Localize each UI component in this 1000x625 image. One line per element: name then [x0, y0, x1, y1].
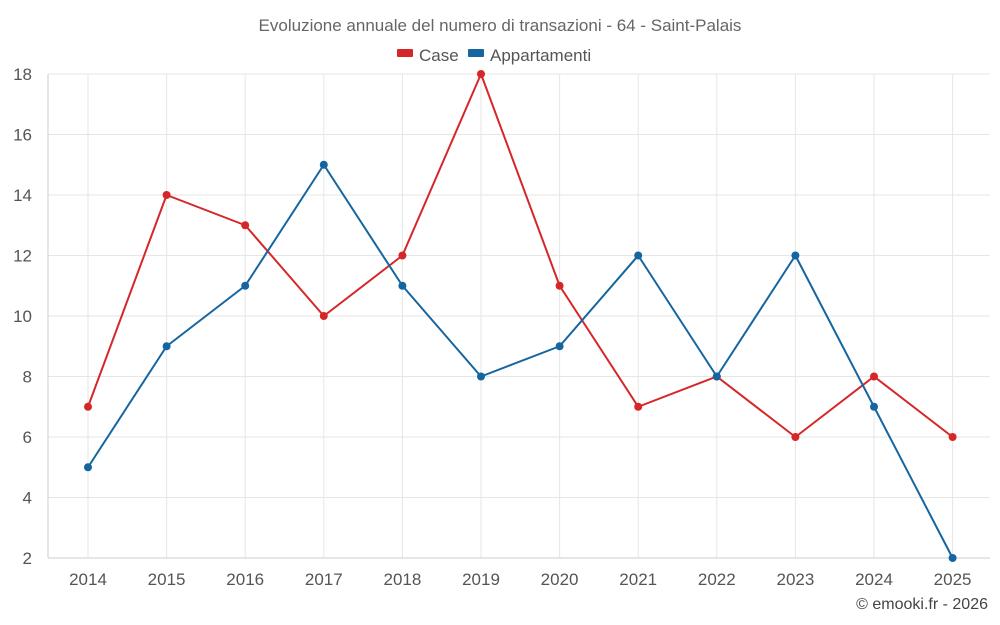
x-tick-label: 2020 [541, 570, 579, 589]
data-point-case[interactable] [319, 312, 328, 320]
y-tick-label: 2 [23, 549, 32, 568]
x-tick-label: 2024 [855, 570, 893, 589]
y-tick-label: 14 [13, 186, 32, 205]
x-tick-label: 2023 [776, 570, 814, 589]
data-point-case[interactable] [162, 191, 171, 199]
data-point-appartamenti[interactable] [84, 463, 92, 472]
data-point-case[interactable] [398, 251, 407, 260]
x-tick-label: 2025 [934, 570, 972, 589]
data-point-case[interactable] [870, 372, 878, 381]
data-point-appartamenti[interactable] [634, 251, 643, 260]
data-point-appartamenti[interactable] [477, 372, 485, 381]
x-tick-label: 2015 [148, 570, 186, 589]
legend-label-appartamenti[interactable]: Appartamenti [490, 46, 591, 65]
series-line-case [87, 73, 954, 438]
legend-label-case[interactable]: Case [419, 46, 459, 65]
x-tick-label: 2014 [69, 570, 107, 589]
credit-text: © emooki.fr - 2026 [856, 596, 988, 613]
data-point-case[interactable] [634, 402, 643, 411]
y-tick-label: 4 [23, 489, 32, 508]
x-tick-label: 2018 [383, 570, 421, 589]
y-tick-label: 10 [13, 307, 32, 326]
x-tick-label: 2016 [226, 570, 264, 589]
data-point-appartamenti[interactable] [791, 251, 800, 260]
data-point-appartamenti[interactable] [555, 342, 564, 351]
data-point-case[interactable] [791, 433, 800, 441]
data-point-appartamenti[interactable] [241, 281, 250, 290]
series-line-appartamenti [87, 163, 954, 559]
y-tick-label: 12 [13, 247, 32, 266]
y-tick-label: 6 [23, 428, 32, 447]
series-appartamenti [84, 160, 957, 562]
data-point-case[interactable] [477, 70, 485, 78]
grid [48, 73, 990, 559]
data-point-appartamenti[interactable] [319, 160, 328, 169]
x-tick-label: 2022 [698, 570, 736, 589]
x-tick-label: 2017 [305, 570, 343, 589]
chart-title: Evoluzione annuale del numero di transaz… [259, 16, 742, 35]
legend: Case Appartamenti [397, 46, 591, 65]
y-tick-label: 8 [23, 368, 32, 387]
data-point-case[interactable] [948, 433, 957, 441]
data-point-appartamenti[interactable] [398, 281, 407, 290]
x-tick-label: 2021 [619, 570, 657, 589]
data-point-case[interactable] [241, 221, 250, 230]
data-point-appartamenti[interactable] [948, 554, 957, 562]
axes: 2 4 6 8 10 12 14 16 18 2014 2015 2016 2017 2018 2019 20… [13, 65, 990, 589]
data-point-appartamenti[interactable] [870, 402, 878, 411]
y-tick-label: 16 [13, 126, 32, 145]
data-point-case[interactable] [555, 281, 564, 290]
x-tick-label: 2019 [462, 570, 500, 589]
data-point-appartamenti[interactable] [712, 372, 721, 381]
data-point-appartamenti[interactable] [162, 342, 171, 351]
legend-swatch-case [397, 49, 413, 57]
legend-swatch-appartamenti [468, 49, 484, 57]
y-tick-label: 18 [13, 65, 32, 84]
series [84, 70, 957, 562]
data-point-case[interactable] [84, 402, 92, 411]
